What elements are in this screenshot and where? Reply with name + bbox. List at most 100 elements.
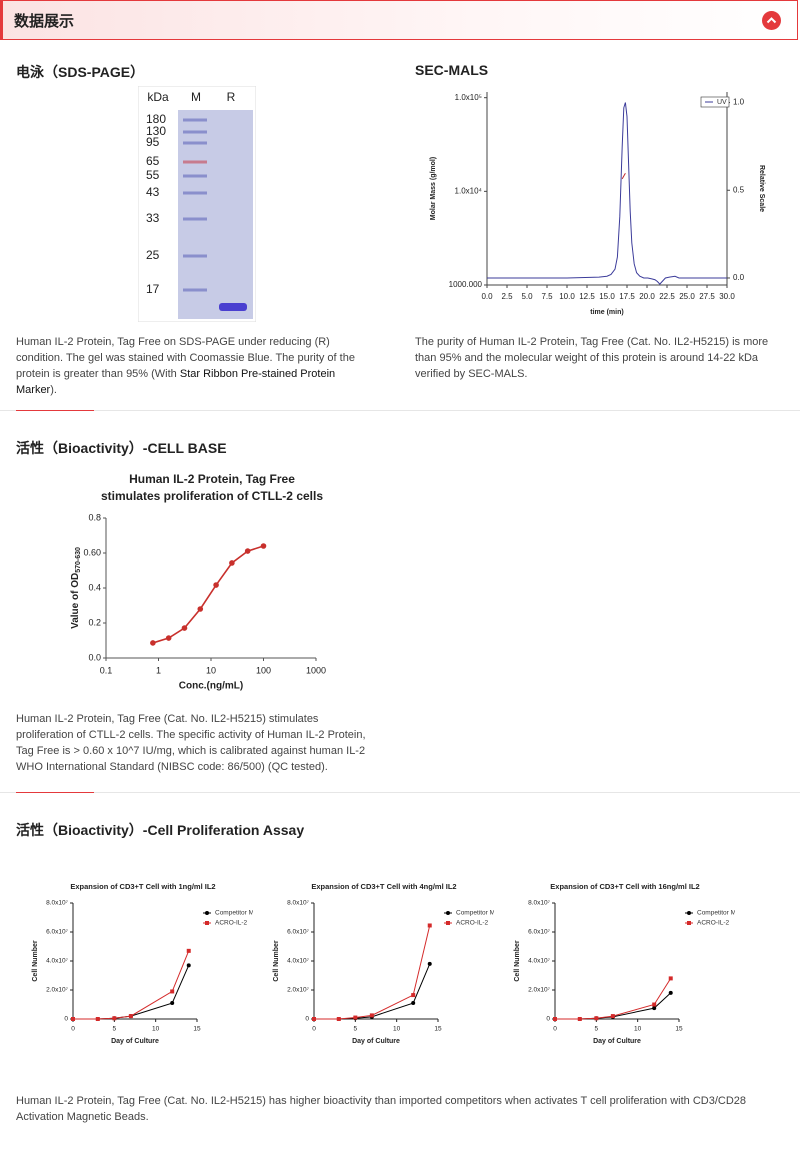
- x-tick-label: 0: [312, 1026, 316, 1033]
- y-tick-label: 8.0x10⁷: [528, 900, 551, 907]
- x-tick-label: 10: [393, 1026, 401, 1033]
- collapse-button[interactable]: [762, 11, 781, 30]
- data-point: [427, 923, 432, 928]
- x-tick-label: 1000: [306, 665, 326, 675]
- sec-mals-chart: 0.0 2.5 5.0 7.5 10.0 12.5 15.0 17.5 20.0 22.5 25.0…: [430, 92, 765, 316]
- legend-marker: [687, 911, 691, 915]
- x-tick-label: 15: [434, 1026, 442, 1033]
- y-tick-label: 1000.000: [449, 280, 483, 289]
- bio-caption: Human IL-2 Protein, Tag Free (Cat. No. I…: [16, 713, 366, 773]
- y-axis-label-text: Cell Number: [514, 940, 521, 982]
- section-title: 电泳（SDS-PAGE）: [16, 64, 145, 80]
- y2-axis-label: Relative Scale: [758, 165, 765, 212]
- x-tick-label: 10: [206, 665, 216, 675]
- x-tick-label: 25.0: [679, 292, 695, 301]
- proliferation-chart: Expansion of CD3+T Cell with 4ng/ml IL2 0…: [273, 882, 494, 1045]
- y-axis-label: Cell Number: [514, 940, 521, 982]
- y-tick-label: 4.0x10⁷: [46, 958, 69, 965]
- data-line: [314, 925, 431, 1020]
- marker-band: [183, 191, 207, 195]
- x-tick-label: 5.0: [521, 292, 533, 301]
- y-axis-label: Value of OD570-630: [70, 547, 82, 629]
- marker-label: 130: [146, 124, 166, 138]
- marker-band: [183, 130, 207, 134]
- data-point: [652, 1006, 657, 1011]
- y-tick-label: 4.0x10⁷: [287, 958, 310, 965]
- data-point: [369, 1013, 374, 1018]
- proliferation-chart: Expansion of CD3+T Cell with 16ng/ml IL2…: [514, 882, 735, 1045]
- data-line: [555, 978, 672, 1020]
- x-tick-label: 30.0: [719, 292, 735, 301]
- divider-accent: [16, 792, 94, 793]
- x-tick-label: 10.0: [559, 292, 575, 301]
- divider: [0, 792, 800, 793]
- y-axis-label: Cell Number: [273, 940, 280, 982]
- data-point: [165, 635, 172, 641]
- chart-title: Expansion of CD3+T Cell with 1ng/ml IL2: [70, 882, 215, 891]
- legend-marker: [205, 921, 209, 925]
- sds-caption: Human IL-2 Protein, Tag Free on SDS-PAGE…: [16, 334, 376, 398]
- legend-marker: [205, 911, 209, 915]
- data-point: [312, 1017, 316, 1021]
- x-tick-label: 1: [156, 665, 161, 675]
- gel-lane-label: M: [191, 90, 201, 104]
- data-point: [244, 548, 251, 554]
- y2-tick-label: 0.0: [733, 273, 745, 282]
- proliferation-caption: Human IL-2 Protein, Tag Free (Cat. No. I…: [16, 1095, 747, 1123]
- gel-unit: kDa: [147, 90, 169, 104]
- x-tick-label: 12.5: [579, 292, 595, 301]
- divider: [0, 410, 800, 411]
- data-point: [668, 990, 673, 995]
- marker-label: 43: [146, 185, 160, 199]
- y-axis-label: Cell Number: [32, 940, 39, 982]
- section-title: 活性（Bioactivity）-CELL BASE: [16, 440, 227, 456]
- y-tick-label: 8.0x10⁷: [46, 900, 69, 907]
- y-tick-label: 0.0: [88, 652, 101, 662]
- data-point: [336, 1017, 341, 1021]
- x-tick-label: 27.5: [699, 292, 715, 301]
- x-axis-label: Conc.(ng/mL): [179, 681, 243, 692]
- data-point: [150, 640, 156, 646]
- chart-title: Expansion of CD3+T Cell with 4ng/ml IL2: [311, 882, 456, 891]
- x-tick-label: 20.0: [639, 292, 655, 301]
- data-point: [260, 543, 267, 549]
- chart-title: Human IL-2 Protein, Tag Free: [129, 472, 295, 486]
- data-point: [668, 976, 673, 981]
- x-axis-label: time (min): [590, 309, 623, 316]
- y2-tick-label: 1.0: [733, 98, 745, 107]
- caption-text: ).: [50, 384, 57, 396]
- y-tick-label: 0.60: [83, 547, 101, 557]
- y-axis-label-text: Value of OD: [70, 573, 81, 629]
- x-tick-label: 0.1: [100, 665, 113, 675]
- section-title: SEC-MALS: [415, 62, 489, 78]
- legend-label: Competitor M-IL-2: [456, 910, 494, 917]
- data-line: [73, 950, 190, 1020]
- marker-label: 33: [146, 211, 160, 225]
- legend-marker: [446, 911, 450, 915]
- section-title: 活性（Bioactivity）-Cell Proliferation Assay: [16, 822, 305, 838]
- x-tick-label: 0: [71, 1026, 75, 1033]
- marker-label: 55: [146, 168, 160, 182]
- proliferation-chart: Expansion of CD3+T Cell with 1ng/ml IL2 0…: [32, 882, 253, 1045]
- caption-text: Human IL-2 Protein, Tag Free on SDS-PAGE…: [16, 336, 355, 380]
- y-tick-label: 2.0x10⁷: [46, 987, 69, 994]
- x-tick-label: 0.0: [481, 292, 493, 301]
- y-tick-label: 8.0x10⁷: [287, 900, 310, 907]
- legend-box: [700, 96, 730, 108]
- data-point: [170, 1001, 175, 1006]
- y-tick-label: 0.4: [88, 582, 101, 592]
- data-point: [71, 1017, 75, 1021]
- y-tick-label: 6.0x10⁷: [287, 929, 310, 936]
- x-tick-label: 17.5: [619, 292, 635, 301]
- y-axis-label: Molar Mass (g/mol): [430, 157, 437, 220]
- y-tick-label: 6.0x10⁷: [528, 929, 551, 936]
- caption-link[interactable]: Star Ribbon Pre-stained Protein Marker: [16, 368, 336, 396]
- data-line: [152, 545, 264, 644]
- data-point: [181, 625, 188, 631]
- data-point: [95, 1017, 100, 1021]
- data-point: [411, 1001, 416, 1006]
- marker-label: 95: [146, 135, 160, 149]
- legend-label: Competitor M-IL-2: [215, 910, 253, 917]
